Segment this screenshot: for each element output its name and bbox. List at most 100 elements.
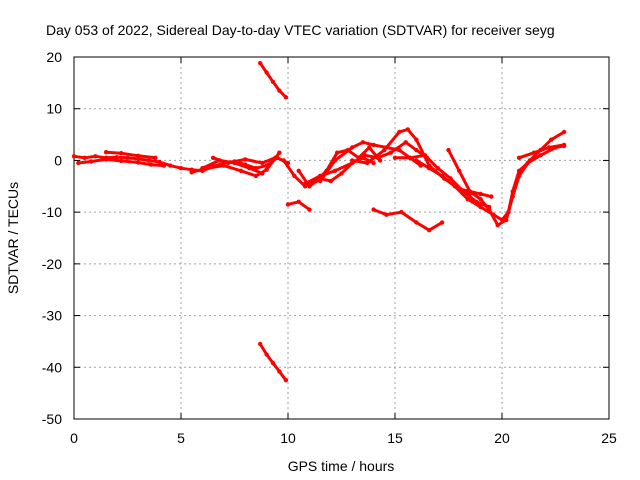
data-point — [178, 166, 184, 171]
data-point — [527, 158, 532, 163]
data-point — [221, 163, 226, 168]
data-point — [93, 154, 98, 159]
data-point — [260, 171, 265, 176]
data-series — [71, 61, 567, 383]
grid-lines — [74, 57, 609, 419]
data-point — [561, 129, 567, 135]
data-point — [332, 168, 338, 173]
data-point — [561, 142, 567, 148]
data-point — [317, 173, 323, 179]
data-point — [392, 155, 398, 160]
data-point — [103, 150, 109, 155]
y-tick-label: -30 — [42, 308, 62, 324]
data-point — [478, 197, 483, 202]
series-line — [517, 143, 566, 160]
data-point — [281, 158, 286, 163]
data-point — [258, 341, 263, 347]
data-point — [264, 167, 269, 172]
data-point — [538, 153, 543, 158]
data-point — [546, 145, 552, 150]
data-point — [439, 173, 445, 179]
data-point — [292, 173, 297, 179]
data-point — [258, 61, 263, 66]
y-tick-label: 0 — [54, 152, 62, 168]
x-tick-label: 5 — [177, 430, 185, 446]
data-point — [210, 155, 216, 160]
series-line — [104, 150, 157, 160]
data-point — [136, 160, 141, 165]
series-arc6 — [210, 155, 278, 166]
data-point — [448, 176, 453, 181]
data-point — [273, 155, 278, 160]
data-point — [478, 191, 483, 197]
data-point — [277, 369, 282, 374]
data-point — [350, 145, 355, 150]
series-line — [457, 187, 493, 199]
data-point — [360, 140, 366, 145]
data-point — [405, 127, 410, 132]
data-point — [510, 194, 515, 199]
data-point — [495, 222, 500, 228]
data-point — [549, 137, 554, 142]
data-point — [253, 173, 259, 179]
data-point — [397, 129, 402, 135]
data-point — [136, 156, 141, 162]
series-line — [447, 130, 566, 227]
y-tick-label: 10 — [46, 101, 62, 117]
x-tick-label: 10 — [280, 430, 296, 446]
data-point — [371, 207, 376, 212]
series-arc7 — [258, 61, 289, 100]
data-point — [225, 160, 231, 166]
data-point — [114, 155, 120, 160]
data-point — [403, 140, 408, 145]
data-point — [457, 186, 462, 192]
data-point — [277, 150, 282, 155]
data-point — [200, 166, 205, 171]
data-point — [350, 158, 355, 163]
data-point — [307, 184, 312, 189]
data-point — [264, 70, 269, 75]
axis-ticks: 0 5 10 15 20 25 -50 -40 -30 -20 -10 0 10 20 — [42, 49, 617, 446]
series-arc3 — [103, 150, 158, 160]
y-tick-label: -50 — [42, 411, 62, 427]
data-point — [397, 147, 402, 153]
data-point — [382, 147, 387, 153]
data-point — [264, 352, 269, 357]
data-point — [427, 166, 432, 171]
data-point — [384, 212, 389, 217]
series-arc8 — [258, 341, 289, 383]
series-line — [393, 153, 491, 209]
data-point — [365, 160, 370, 166]
data-point — [446, 147, 451, 153]
series-arc18 — [457, 186, 494, 199]
x-axis-label: GPS time / hours — [288, 458, 395, 474]
series-arc2 — [76, 157, 167, 168]
y-tick-label: -10 — [42, 204, 62, 220]
data-point — [457, 168, 462, 173]
data-point — [247, 166, 252, 171]
data-point — [435, 166, 440, 171]
data-point — [307, 207, 312, 212]
data-point — [332, 158, 338, 163]
y-tick-label: 20 — [46, 49, 62, 65]
plot-frame — [73, 56, 610, 420]
data-point — [478, 204, 483, 210]
data-point — [339, 171, 344, 176]
data-point — [71, 154, 77, 159]
data-point — [487, 207, 492, 212]
data-point — [367, 145, 372, 150]
y-tick-label: -20 — [42, 256, 62, 272]
series-arc15 — [392, 153, 492, 210]
series-arc4 — [189, 150, 282, 179]
chart-title: Day 053 of 2022, Sidereal Day-to-day VTE… — [46, 22, 555, 38]
data-point — [516, 155, 522, 160]
data-point — [238, 168, 244, 173]
data-point — [260, 160, 265, 166]
series-arc9 — [285, 199, 312, 212]
data-point — [243, 157, 248, 162]
series-line — [282, 146, 382, 188]
data-point — [465, 197, 470, 202]
data-point — [362, 153, 368, 158]
data-point — [118, 151, 124, 156]
